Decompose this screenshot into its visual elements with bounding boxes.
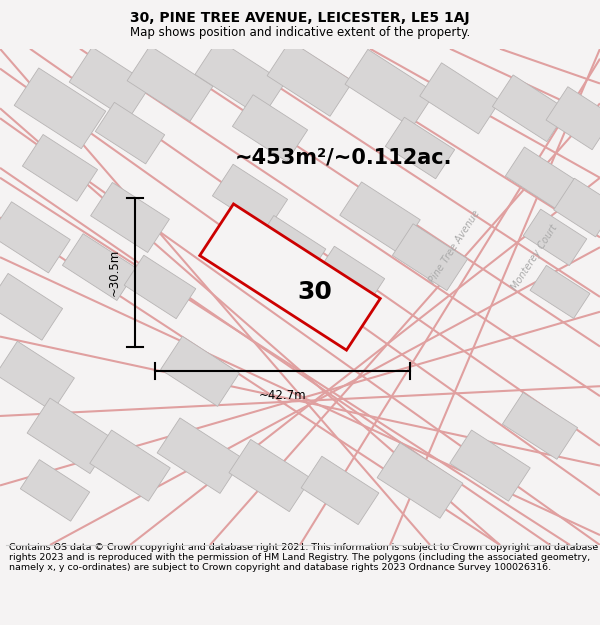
Polygon shape [90,430,170,501]
Polygon shape [530,266,590,319]
Polygon shape [546,87,600,150]
Text: Map shows position and indicative extent of the property.: Map shows position and indicative extent… [130,26,470,39]
Polygon shape [232,95,308,161]
Polygon shape [127,46,213,121]
Polygon shape [345,49,435,127]
Polygon shape [212,164,287,231]
Polygon shape [502,392,578,459]
Text: ~453m²/~0.112ac.: ~453m²/~0.112ac. [235,148,452,168]
Polygon shape [69,47,151,120]
Polygon shape [200,204,380,350]
Polygon shape [340,182,420,253]
Text: Monterey Court: Monterey Court [510,222,560,292]
Polygon shape [161,336,239,406]
Polygon shape [493,75,568,142]
Polygon shape [385,118,455,179]
Polygon shape [301,456,379,524]
Polygon shape [0,341,74,411]
Polygon shape [91,182,169,253]
Polygon shape [505,147,575,209]
Polygon shape [27,398,113,474]
Polygon shape [420,62,500,134]
Polygon shape [62,234,137,301]
Text: ~30.5m: ~30.5m [108,248,121,296]
Polygon shape [267,41,353,116]
Text: ~42.7m: ~42.7m [259,389,307,402]
Polygon shape [0,273,62,340]
Polygon shape [316,246,385,308]
Polygon shape [14,68,106,149]
Polygon shape [0,202,70,273]
Text: Pine Tree Avenue: Pine Tree Avenue [428,209,482,286]
Polygon shape [377,442,463,518]
Polygon shape [450,430,530,501]
Polygon shape [392,224,467,291]
Polygon shape [254,216,326,279]
Polygon shape [20,459,89,521]
Polygon shape [157,418,243,493]
Polygon shape [22,134,98,201]
Polygon shape [195,39,285,118]
Polygon shape [229,439,311,512]
Polygon shape [95,102,164,164]
Polygon shape [554,178,600,237]
Text: Contains OS data © Crown copyright and database right 2021. This information is : Contains OS data © Crown copyright and d… [9,542,598,572]
Polygon shape [523,209,587,266]
Text: 30, PINE TREE AVENUE, LEICESTER, LE5 1AJ: 30, PINE TREE AVENUE, LEICESTER, LE5 1AJ [130,11,470,25]
Polygon shape [124,255,196,319]
Text: 30: 30 [298,280,332,304]
